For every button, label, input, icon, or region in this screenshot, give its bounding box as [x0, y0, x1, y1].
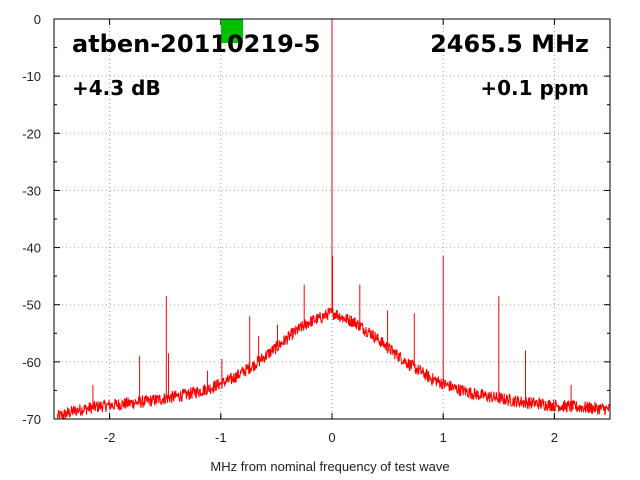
y-tick-label: -40 — [22, 241, 41, 256]
plot-frame — [53, 18, 611, 420]
gain-label: +4.3 dB — [72, 76, 161, 100]
y-tick-label: -60 — [22, 355, 41, 370]
spectrum-series — [56, 19, 610, 419]
x-axis-label: MHz from nominal frequency of test wave — [210, 459, 449, 474]
x-tick-labels: -2 -1 0 1 2 — [104, 430, 558, 445]
x-tick-label: -1 — [215, 430, 227, 445]
y-tick-label: -20 — [22, 126, 41, 141]
x-tick-label: 1 — [440, 430, 447, 445]
frequency-label: 2465.5 MHz — [430, 30, 589, 58]
y-tick-label: -30 — [22, 183, 41, 198]
offset-label: +0.1 ppm — [480, 76, 589, 100]
status-marker — [221, 19, 243, 43]
y-tick-labels: 0 -10 -20 -30 -40 -50 -60 -70 — [22, 12, 41, 427]
grid-lines — [54, 19, 610, 419]
y-tick-label: -70 — [22, 412, 41, 427]
y-tick-label: -10 — [22, 69, 41, 84]
device-label: atben-20110219-5 — [72, 30, 320, 58]
plot-series — [56, 19, 610, 419]
y-tick-label: -50 — [22, 298, 41, 313]
spectrum-trace — [56, 307, 610, 419]
x-tick-label: 2 — [551, 430, 558, 445]
x-tick-label: 0 — [328, 430, 335, 445]
x-tick-label: -2 — [104, 430, 116, 445]
y-tick-label: 0 — [34, 12, 41, 27]
